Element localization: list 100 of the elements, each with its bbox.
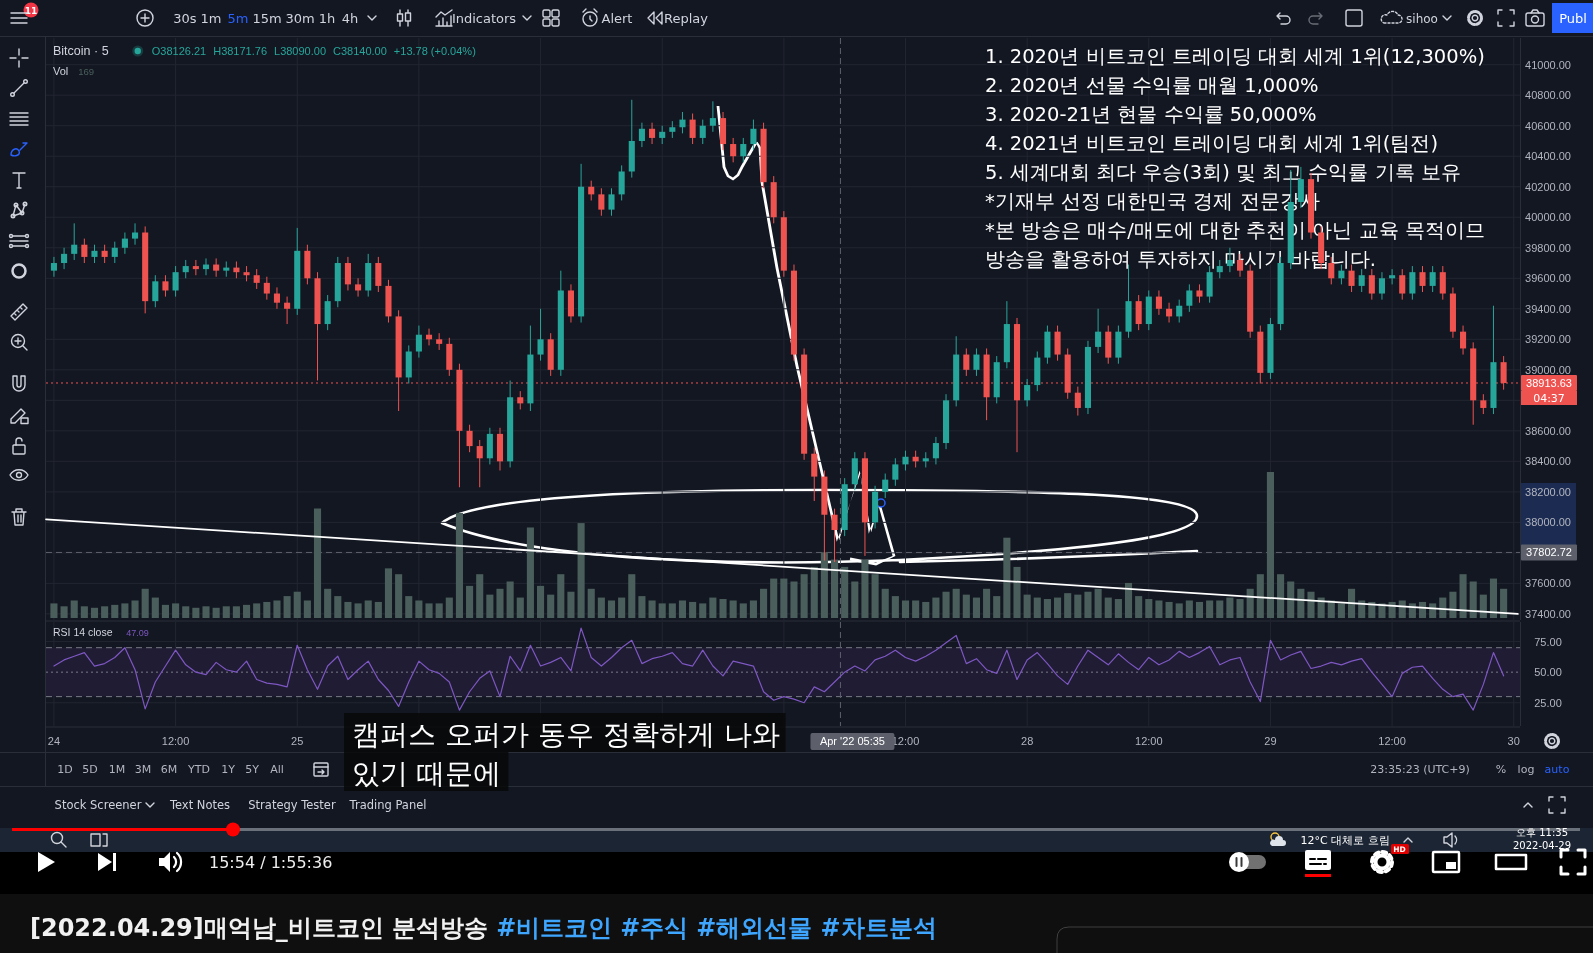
bar (405, 596, 413, 618)
bar (1256, 574, 1264, 618)
y-tick-label: 37600.00 (1525, 577, 1571, 590)
candlestick (101, 244, 108, 264)
annotation: 캠퍼스 오퍼가 동우 정확하게 나와 (352, 718, 780, 751)
y-tick-label: 41000.00 (1525, 58, 1571, 71)
x-tick-label: 25 (291, 735, 304, 747)
bar (415, 600, 423, 618)
y-tick-label: 40600.00 (1525, 119, 1571, 132)
candlestick (1024, 378, 1031, 407)
candlestick (253, 268, 260, 290)
bar (70, 600, 78, 618)
x-tick-label: 29 (1264, 735, 1277, 747)
annotation: 4. 2021년 비트코인 트레이딩 대회 세계 1위(팀전) (985, 132, 1439, 155)
candlestick (415, 325, 422, 359)
bar (192, 607, 200, 618)
bar (1469, 581, 1477, 618)
bar (324, 588, 332, 618)
candlestick (1368, 268, 1375, 301)
y-tick-label: 39200.00 (1525, 333, 1571, 346)
candlestick (537, 308, 544, 362)
y-tick-label: 50.00 (1534, 666, 1562, 679)
y-tick-label: 75.00 (1534, 635, 1562, 648)
x-tick-label: 12:00 (1378, 735, 1406, 747)
bar (1226, 597, 1234, 618)
candlestick (50, 256, 57, 278)
candlestick (121, 232, 128, 255)
text: 2022-04-29 (1512, 840, 1572, 851)
y-tick-label: 40800.00 (1525, 89, 1571, 102)
bar (273, 600, 281, 618)
annotation: 5. 세계대회 최다 우승(3회) 및 최고 수익률 기록 보유 (985, 161, 1461, 184)
bar (1165, 601, 1173, 618)
x-tick-label: 12:00 (1135, 735, 1163, 747)
bar (1013, 566, 1021, 618)
y-tick-label: 39800.00 (1525, 241, 1571, 254)
candlestick (375, 256, 382, 293)
bar (344, 601, 352, 618)
candlestick (740, 137, 747, 163)
bar (790, 581, 798, 618)
bar (212, 607, 220, 618)
annotation: 47.09 (126, 628, 149, 638)
candlestick (273, 286, 281, 310)
bar (820, 552, 828, 618)
bar (1033, 597, 1041, 618)
bar (1104, 597, 1112, 618)
text: Bitcoin · 5 (53, 44, 109, 58)
candlestick (162, 274, 169, 298)
text: All (270, 763, 284, 776)
y-tick-label: 40000.00 (1525, 211, 1571, 224)
text: 5D (82, 763, 98, 776)
bar (455, 512, 463, 618)
candlestick (963, 347, 970, 377)
candlestick (476, 439, 483, 488)
bar (851, 581, 859, 618)
candlestick (1358, 268, 1365, 293)
bar (1124, 582, 1133, 618)
annotation: 1. 2020년 비트코인 트레이딩 대회 세계 1위(12,300%) (985, 45, 1485, 68)
bar (901, 600, 910, 618)
text: Indicators (451, 11, 517, 26)
text: 23:35:23 (UTC+9) (1370, 763, 1470, 776)
bar (922, 601, 930, 618)
candlestick (355, 277, 362, 298)
bar (60, 606, 68, 618)
bar (354, 603, 362, 618)
candlestick (638, 122, 645, 148)
candlestick (1480, 393, 1487, 415)
text: 12°C 대체로 흐림 (1300, 834, 1390, 847)
text: 있기 때문에 (352, 757, 501, 790)
bar (912, 600, 920, 618)
text: 15:54 / 1:55:36 (209, 853, 333, 872)
bar (293, 591, 301, 618)
candlestick (132, 222, 139, 246)
bar (222, 606, 230, 618)
text: 1Y (221, 763, 236, 776)
bar (577, 523, 585, 618)
bar (101, 606, 109, 618)
bar (648, 600, 656, 618)
bar (283, 596, 291, 618)
candlestick (81, 238, 88, 264)
bar (445, 597, 453, 618)
candlestick (902, 450, 909, 471)
candlestick (608, 187, 615, 217)
bar (770, 578, 778, 618)
bar (891, 596, 899, 618)
annotation: 169 (78, 66, 94, 77)
candlestick (1429, 265, 1436, 293)
bar (496, 588, 504, 618)
bar (628, 574, 636, 618)
text: 1M (108, 763, 126, 776)
ref-line-label: 38913.63 (1526, 376, 1572, 389)
bar (1348, 588, 1356, 618)
text: 1D (57, 763, 73, 776)
bar (1206, 600, 1214, 618)
candlestick (466, 424, 473, 453)
bar (161, 604, 169, 618)
y-tick-label: 38600.00 (1525, 424, 1571, 437)
bar (526, 527, 534, 618)
bar (243, 604, 251, 618)
candlestick (598, 187, 605, 217)
annotation: C38140.00 (333, 45, 387, 57)
